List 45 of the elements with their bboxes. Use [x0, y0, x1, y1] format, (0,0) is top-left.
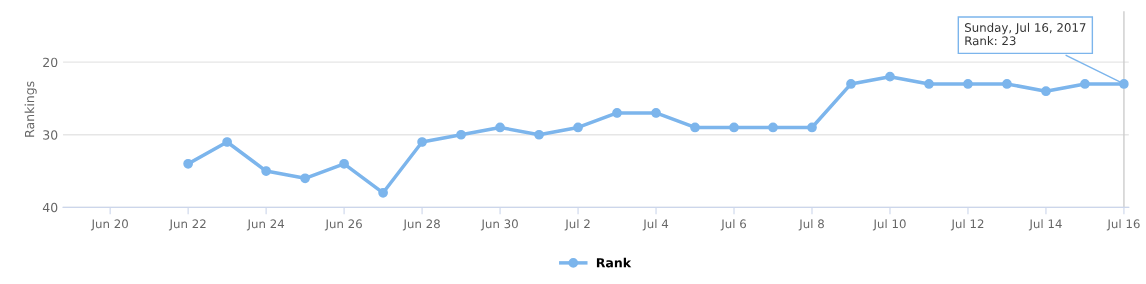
point — [573, 122, 583, 133]
y-tick-label: 20 — [43, 57, 58, 68]
point — [651, 108, 661, 118]
point — [183, 158, 193, 169]
point — [1119, 79, 1129, 89]
point — [690, 122, 700, 133]
point — [768, 122, 778, 133]
point — [729, 122, 739, 133]
point — [807, 122, 817, 133]
point — [1002, 79, 1012, 89]
point — [261, 166, 271, 176]
point — [963, 79, 973, 89]
x-tick-label: Jun 28 — [402, 219, 440, 231]
point — [612, 108, 622, 118]
legend-label: Rank — [596, 257, 632, 268]
point — [300, 173, 310, 184]
x-tick-label: Jun 24 — [246, 219, 285, 231]
point — [456, 129, 466, 140]
x-tick-label: Jul 14 — [1028, 219, 1062, 231]
x-tick-label: Jul 4 — [642, 219, 669, 231]
x-tick-label: Jul 6 — [720, 219, 747, 231]
x-tick-label: Jun 20 — [90, 219, 128, 231]
x-tick-label: Jul 16 — [1106, 219, 1140, 231]
annotation: Sunday, Jul 16, 2017 Rank: 23 — [964, 22, 1086, 46]
x-tick-label: Jul 8 — [798, 219, 824, 231]
x-tick-label: Jul 12 — [950, 219, 984, 231]
y-axis-title: Rankings — [24, 81, 37, 137]
x-tick-label: Jun 22 — [168, 219, 206, 231]
point — [222, 137, 232, 147]
x-tick-label: Jul 2 — [564, 219, 590, 231]
y-tick-label: 40 — [42, 202, 58, 213]
point — [378, 187, 388, 198]
point — [846, 79, 856, 89]
point — [1080, 79, 1090, 89]
point — [534, 129, 544, 140]
point — [885, 71, 895, 82]
x-tick-label: Jul 10 — [872, 219, 906, 231]
x-tick-label: Jun 26 — [324, 219, 362, 231]
y-tick-label: 30 — [43, 130, 58, 140]
x-tick-label: Jun 30 — [480, 219, 518, 231]
point — [495, 122, 505, 133]
point — [339, 158, 349, 169]
point — [1041, 86, 1051, 97]
point — [417, 137, 427, 147]
point — [924, 79, 934, 89]
